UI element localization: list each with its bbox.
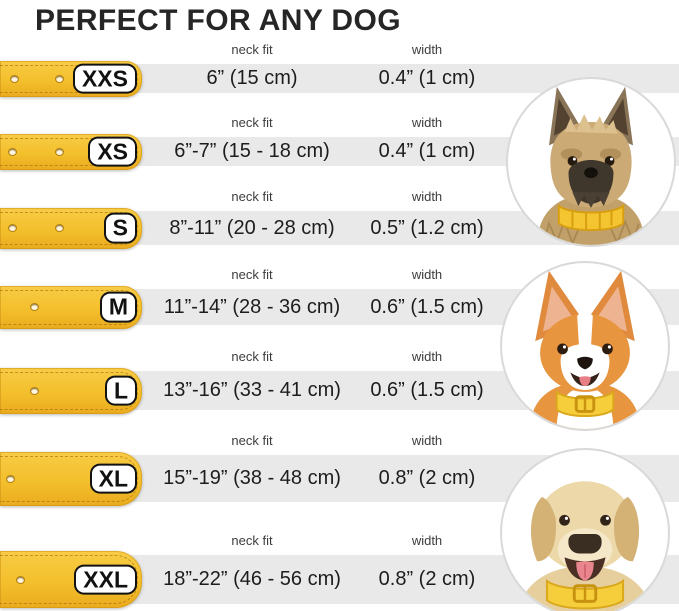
size-pill-l: L <box>104 375 137 406</box>
size-row-xxs: neck fit width XXS 6” (15 cm) 0.4” (1 cm) <box>0 40 679 103</box>
neck-fit-column-label: neck fit <box>231 189 273 204</box>
collar-hole <box>30 386 39 395</box>
width-value: 0.6” (1.5 cm) <box>370 295 484 318</box>
neck-fit-column-label: neck fit <box>231 115 273 130</box>
stitching <box>0 289 138 325</box>
size-pill-xxl: XXL <box>74 564 137 595</box>
width-column-label: width <box>411 267 443 282</box>
collar-strap: XXL <box>0 551 142 608</box>
neck-fit-value: 11”-14” (28 - 36 cm) <box>163 295 341 318</box>
width-value: 0.8” (2 cm) <box>378 568 476 590</box>
stitching <box>0 455 138 502</box>
neck-fit-column-label: neck fit <box>231 267 273 282</box>
neck-fit-value: 15”-19” (38 - 48 cm) <box>163 467 341 489</box>
neck-fit-value: 6”-7” (15 - 18 cm) <box>174 140 330 162</box>
size-pill-m: M <box>99 291 137 323</box>
collar-strap: XS <box>0 133 142 170</box>
dog-photo-terrier <box>506 77 676 247</box>
collar-hole <box>55 74 64 83</box>
size-pill-s: S <box>103 212 137 244</box>
neck-fit-column-label: neck fit <box>231 42 273 57</box>
collar-hole <box>10 74 19 83</box>
collar-hole <box>55 224 64 232</box>
size-pill-xxs: XXS <box>72 63 137 94</box>
stitching <box>0 137 138 166</box>
labrador-illustration <box>518 481 652 611</box>
collar-strap: M <box>0 285 142 329</box>
width-value: 0.8” (2 cm) <box>378 467 476 489</box>
collar-hole <box>16 575 25 584</box>
width-column-label: width <box>411 349 443 364</box>
collar-hole <box>8 224 17 232</box>
collar-hole <box>8 147 17 156</box>
width-value: 0.5” (1.2 cm) <box>370 216 484 239</box>
collar-hole <box>55 147 64 156</box>
neck-fit-value: 8”-11” (20 - 28 cm) <box>169 216 335 239</box>
collar-hole <box>6 474 15 483</box>
stitching <box>0 371 138 410</box>
collar-strap: XXS <box>0 60 142 97</box>
stitching <box>0 64 138 93</box>
terrier-illustration <box>537 86 645 245</box>
stitching <box>0 555 138 604</box>
neck-fit-column-label: neck fit <box>231 433 273 448</box>
corgi-illustration <box>529 270 641 429</box>
size-pill-xs: XS <box>88 136 137 167</box>
collar-hole <box>30 303 39 311</box>
dog-photo-corgi <box>500 261 670 431</box>
stitching <box>0 211 138 245</box>
collar-strap: L <box>0 367 142 414</box>
width-value: 0.6” (1.5 cm) <box>370 379 484 401</box>
width-value: 0.4” (1 cm) <box>378 140 476 162</box>
neck-fit-column-label: neck fit <box>231 533 273 548</box>
collar-strap: S <box>0 207 142 249</box>
dog-photo-labrador <box>500 448 670 611</box>
width-column-label: width <box>411 42 443 57</box>
size-pill-xl: XL <box>89 463 137 494</box>
width-column-label: width <box>411 533 443 548</box>
width-value: 0.4” (1 cm) <box>378 67 476 89</box>
width-column-label: width <box>411 433 443 448</box>
neck-fit-value: 18”-22” (46 - 56 cm) <box>163 568 341 590</box>
neck-fit-value: 6” (15 cm) <box>206 67 298 89</box>
width-column-label: width <box>411 189 443 204</box>
collar-strap: XL <box>0 451 142 506</box>
neck-fit-value: 13”-16” (33 - 41 cm) <box>163 379 341 401</box>
width-column-label: width <box>411 115 443 130</box>
neck-fit-column-label: neck fit <box>231 349 273 364</box>
page-title: PERFECT FOR ANY DOG <box>35 4 401 37</box>
